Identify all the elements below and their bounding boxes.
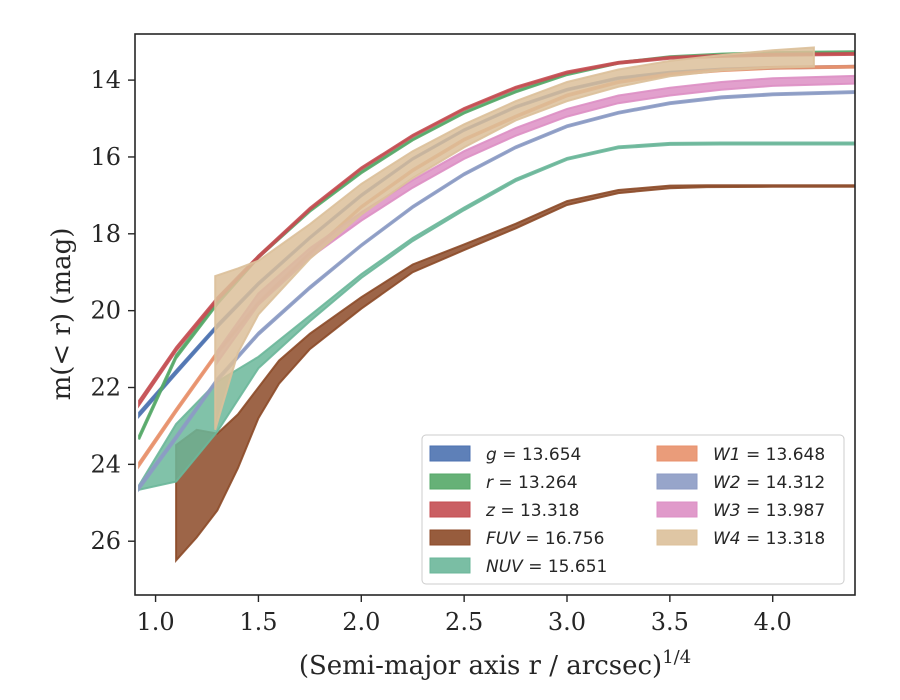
legend-frame [421, 434, 845, 585]
x-axis-label-superscript: 1/4 [662, 647, 691, 668]
series-band-r [138, 50, 855, 440]
series-band-fuv [175, 184, 855, 564]
legend-swatch-w3 [656, 501, 698, 518]
legend-label-w3: W3 = 13.987 [713, 501, 825, 521]
y-axis-label: m(< r) (mag) [47, 228, 77, 401]
y-tick-label: 26 [90, 527, 121, 555]
legend-label-w4: W4 = 13.318 [713, 529, 825, 549]
x-axis-label: (Semi-major axis r / arcsec)1/4 [299, 647, 691, 681]
legend-label-fuv: FUV = 16.756 [486, 529, 604, 549]
legend: g = 13.654 r = 13.264 z = 13.318 FUV = 16.7… [421, 434, 845, 585]
legend-swatch-w2 [656, 473, 698, 490]
y-tick-label: 20 [90, 297, 121, 325]
x-tick-label: 1.5 [239, 608, 277, 636]
x-tick-label: 2.5 [445, 608, 483, 636]
series-band-z [138, 51, 855, 409]
legend-swatch-nuv [429, 557, 471, 574]
legend-swatch-g [429, 445, 471, 462]
y-tick-label: 18 [90, 220, 121, 248]
x-tick-label: 3.5 [651, 608, 689, 636]
legend-swatch-z [429, 501, 471, 518]
series-band-w4 [214, 46, 815, 431]
x-axis-label-text: (Semi-major axis r / arcsec) [299, 651, 662, 681]
series-band-w2 [138, 90, 855, 493]
series-band-w3 [216, 74, 855, 366]
legend-label-g: g = 13.654 [486, 445, 581, 465]
x-tick-label: 4.0 [754, 608, 792, 636]
x-tick-label: 2.0 [342, 608, 380, 636]
legend-swatch-w1 [656, 445, 698, 462]
x-tick-label: 3.0 [548, 608, 586, 636]
legend-swatch-r [429, 473, 471, 490]
plot-frame [134, 33, 856, 596]
legend-label-z: z = 13.318 [485, 501, 579, 521]
x-axis: 1.0 1.5 2.0 2.5 3.0 3.5 4.0 [136, 595, 792, 636]
legend-swatch-fuv [429, 529, 471, 546]
legend-label-w2: W2 = 14.312 [713, 473, 825, 493]
series-layer [138, 46, 855, 564]
legend-swatch-w4 [656, 529, 698, 546]
y-axis: 14 16 18 20 22 24 26 [90, 66, 135, 555]
y-tick-label: 14 [90, 66, 121, 94]
legend-label-w1: W1 = 13.648 [713, 445, 825, 465]
x-tick-label: 1.0 [136, 608, 174, 636]
y-tick-label: 24 [90, 450, 121, 478]
legend-label-r: r = 13.264 [486, 473, 578, 493]
y-tick-label: 22 [90, 374, 121, 402]
series-band-nuv [138, 141, 855, 491]
legend-label-nuv: NUV = 15.651 [486, 557, 607, 577]
y-tick-label: 16 [90, 143, 121, 171]
